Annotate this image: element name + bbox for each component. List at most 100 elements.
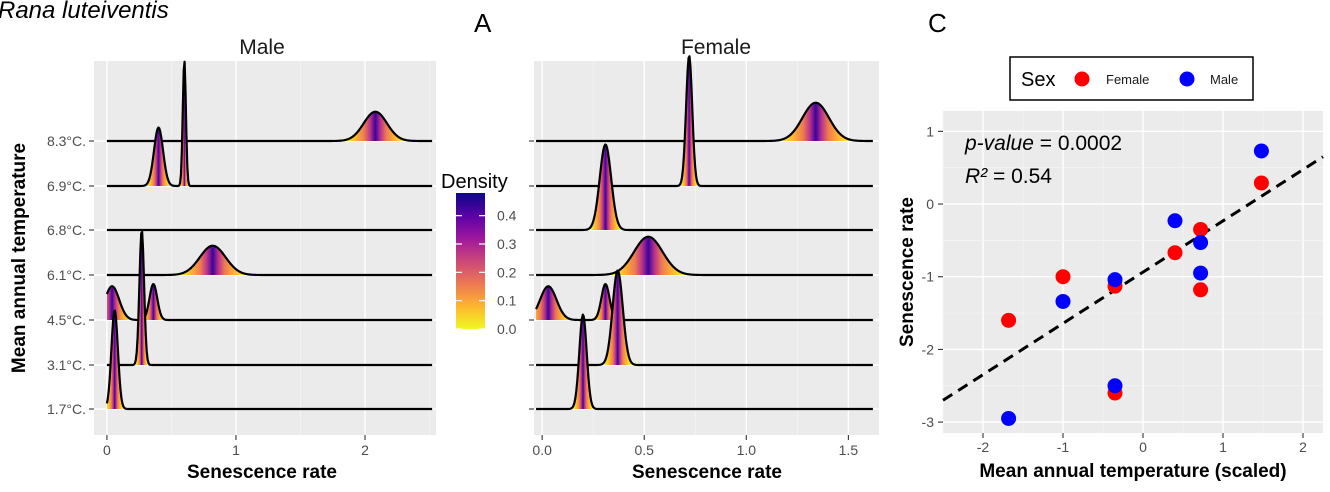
ridge-fill	[681, 56, 698, 186]
ridge-outline	[535, 143, 874, 232]
panel-letter-c: C	[928, 8, 947, 38]
x-tick-label: 1.5	[839, 442, 859, 458]
point-female	[1253, 175, 1269, 191]
ridge-fill	[106, 286, 131, 320]
plot-background-scatter	[943, 111, 1323, 433]
y-tick-label: 3.1°C.	[47, 357, 86, 373]
x-tick-label: 0	[103, 442, 111, 458]
x-tick-label: 2	[361, 442, 369, 458]
x-tick-label: 0.0	[532, 442, 552, 458]
x-ticks-scatter: -2 -1 0 1 2	[977, 433, 1307, 455]
p-value-label: p-value	[964, 132, 1034, 155]
y-tick-label: -3	[922, 414, 935, 430]
p-value-annotation: p-value = 0.0002	[964, 132, 1122, 155]
ridge-fill	[179, 245, 247, 275]
ridge-outline	[535, 55, 874, 188]
point-male	[1193, 265, 1209, 281]
ridge-outline	[535, 101, 874, 143]
point-male	[1253, 143, 1269, 159]
x-ticks-female: 0.0 0.5 1.0 1.5	[529, 140, 859, 458]
y-tick-labels: 1.7°C. 3.1°C. 4.5°C. 6.1°C. 6.8°C. 6.9°C. 8.3°…	[47, 133, 94, 417]
y-tick-label: 4.5°C.	[47, 312, 86, 328]
y-tick-label: 0	[926, 196, 934, 212]
ridge-outline	[535, 269, 874, 367]
y-axis-title: Mean annual temperature	[9, 143, 30, 373]
ridge-83	[535, 101, 874, 143]
colorbar-tick-label: 0.3	[497, 236, 517, 252]
colorbar-tick-label: 0.2	[497, 264, 517, 280]
legend-label-male: Male	[1210, 72, 1238, 87]
panel-male: Male 1.7°C. 3.1°C. 4.5°C. 6.1°C. 6.8°C. 6.9°C…	[9, 36, 436, 483]
trend-line	[942, 155, 1324, 402]
ridge-68	[535, 143, 874, 232]
panel-letter-a: A	[474, 8, 492, 38]
x-tick-label: -1	[1057, 439, 1070, 455]
ridge-61	[106, 244, 433, 277]
x-tick-label: 2	[1299, 439, 1307, 455]
ridge-fill	[611, 236, 686, 275]
ridges-female	[535, 55, 874, 411]
ridge-outline	[106, 60, 433, 188]
x-tick-label: 0	[1139, 439, 1147, 455]
ridge-outline	[535, 235, 874, 277]
y-tick-label: 1.7°C.	[47, 401, 86, 417]
ridges-male	[105, 60, 433, 411]
x-tick-label: -2	[977, 439, 990, 455]
ridge-17	[105, 309, 433, 411]
x-tick-label: 1	[1219, 439, 1227, 455]
ridge-fill	[143, 284, 164, 320]
colorbar-title: Density	[441, 171, 508, 193]
y-tick-label: -2	[922, 341, 935, 357]
ridge-fill	[781, 102, 851, 141]
point-male	[1107, 378, 1123, 394]
point-female	[1193, 221, 1209, 237]
ridge-outline	[535, 313, 874, 411]
legend-swatch-female	[1074, 71, 1090, 87]
point-male	[1193, 235, 1209, 251]
point-male	[1001, 410, 1017, 426]
r-squared-value: = 0.54	[993, 165, 1052, 188]
y-tick-label: -1	[922, 269, 935, 285]
ridge-outline	[106, 230, 433, 367]
panel-scatter: -2 -1 0 1 2 1 0 -1 -2 -3 p-value = 0.0002 R² = 0…	[897, 56, 1324, 482]
legend-title: Sex	[1021, 69, 1055, 91]
ridge-69	[106, 60, 433, 188]
ridge-fill	[146, 127, 171, 186]
point-female	[1001, 312, 1017, 328]
strip-title-male: Male	[239, 36, 285, 59]
ridge-outline	[535, 282, 874, 322]
x-tick-label: 0.5	[635, 442, 655, 458]
legend-label-female: Female	[1106, 72, 1149, 87]
ridge-45	[535, 282, 874, 322]
ridge-69	[535, 55, 874, 188]
ridge-fill	[594, 284, 617, 320]
y-tick-label: 6.9°C.	[47, 178, 86, 194]
y-tick-label: 8.3°C.	[47, 133, 86, 149]
y-tick-label: 1	[926, 123, 934, 139]
ridge-fill	[345, 111, 406, 141]
x-axis-title-scatter: Mean annual temperature (scaled)	[979, 461, 1286, 482]
colorbar-tick-label: 0.4	[497, 208, 517, 224]
legend-box	[1009, 56, 1254, 101]
colorbar-gradient	[456, 193, 485, 329]
ridge-outline	[106, 244, 433, 277]
scatter-points	[1001, 143, 1269, 426]
panel-female: Female 0.0 0.5 1.0 1.5 Senescence rate	[529, 36, 879, 483]
y-ticks-scatter: 1 0 -1 -2 -3	[922, 123, 943, 430]
point-female	[1167, 245, 1183, 261]
strip-title-female: Female	[681, 36, 751, 59]
density-colorbar: Density 0.4 0.3 0.2 0.1 0.0	[441, 171, 517, 337]
ridge-31	[535, 269, 874, 367]
ridge-fill	[590, 144, 621, 230]
point-male	[1107, 272, 1123, 288]
ridge-outline	[105, 283, 433, 322]
r-squared-annotation: R² = 0.54	[965, 165, 1052, 188]
r-squared-label: R²	[965, 165, 988, 188]
y-tick-label: 6.1°C.	[47, 267, 86, 283]
p-value-value: = 0.0002	[1040, 132, 1122, 155]
point-male	[1167, 213, 1183, 229]
legend-swatch-male	[1179, 71, 1195, 87]
colorbar-tick-label: 0.0	[497, 321, 517, 337]
ridge-fill	[604, 270, 631, 365]
